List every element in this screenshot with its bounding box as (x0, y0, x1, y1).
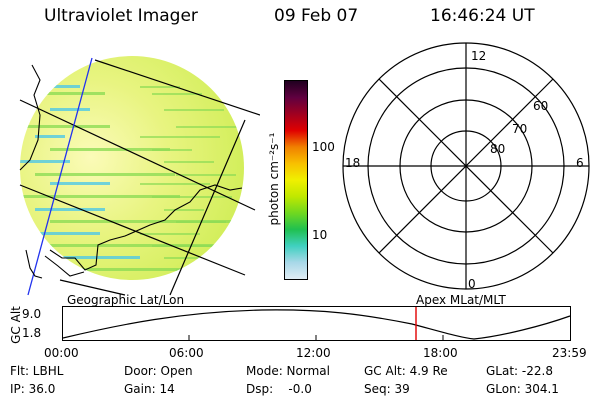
mlt-label-18: 18 (345, 156, 360, 170)
alt-ytick-1-8: 1.8 (22, 326, 42, 340)
mlat-label-80: 80 (490, 142, 505, 156)
scan-stripe (20, 232, 100, 235)
date-label: 09 Feb 07 (274, 6, 359, 26)
scan-stripe (20, 195, 180, 198)
scan-stripe (35, 244, 244, 247)
scan-stripe (35, 173, 175, 176)
polar-panel-label: Apex MLat/MLT (416, 293, 506, 307)
scan-stripe (176, 269, 216, 271)
ip-label: IP: 36.0 (10, 382, 56, 396)
glon-label: GLon: 304.1 (486, 382, 559, 396)
scan-stripe (164, 209, 204, 211)
scan-stripe (20, 85, 80, 88)
scan-stripe (140, 86, 180, 88)
alt-xtick-2359: 23:59 (552, 346, 587, 360)
colorbar-unit-label: photon cm⁻²s⁻¹ (267, 132, 281, 226)
coastline (19, 64, 243, 277)
mlat-label-60: 60 (533, 99, 548, 113)
uv-image (19, 56, 260, 296)
alt-xtick-1800: 18:00 (423, 346, 458, 360)
colorbar (284, 80, 308, 280)
flt-label: Flt: LBHL (10, 364, 64, 378)
scan-stripe (176, 174, 236, 176)
gain-label: Gain: 14 (124, 382, 175, 396)
scan-stripe (140, 183, 210, 185)
scan-stripe (50, 108, 90, 111)
altitude-curve (62, 309, 571, 340)
glat-label: GLat: -22.8 (486, 364, 553, 378)
scan-stripe (20, 160, 70, 163)
time-label: 16:46:24 UT (430, 6, 535, 26)
scan-stripe (152, 196, 232, 198)
scan-stripe (140, 136, 220, 138)
alt-ylabel: GC Alt (9, 306, 23, 344)
geo-grid (19, 59, 260, 296)
scan-stripe (35, 92, 105, 95)
alt-xtick-0600: 06:00 (169, 346, 204, 360)
seq-label: Seq: 39 (364, 382, 410, 396)
scan-stripe (50, 220, 244, 223)
geo-panel-label: Geographic Lat/Lon (67, 293, 185, 307)
alt-ytick-9: 9.0 (22, 307, 42, 321)
polar-plot: 12 18 6 0 60 70 80 (342, 42, 590, 291)
colorbar-tick-100: 100 (312, 140, 335, 154)
mlt-diag-2 (378, 78, 554, 254)
scan-stripe (176, 126, 244, 128)
scan-stripe (35, 208, 105, 211)
scan-stripe (50, 148, 170, 151)
scan-stripe (152, 93, 202, 95)
altitude-plot (62, 306, 571, 341)
scan-stripe (50, 182, 110, 185)
scan-stripe (20, 268, 244, 271)
colorbar-tick-10: 10 (312, 228, 328, 242)
mode-label: Mode: Normal (246, 364, 330, 378)
terminator-line (27, 57, 93, 296)
instrument-title: Ultraviolet Imager (44, 6, 198, 26)
alt-xtick-0000: 00:00 (44, 346, 79, 360)
scan-stripe (140, 233, 200, 235)
scan-stripe (164, 109, 224, 111)
door-label: Door: Open (124, 364, 193, 378)
mlt-label-0: 0 (468, 277, 476, 291)
scan-stripe (50, 256, 140, 259)
scan-stripe (164, 161, 214, 163)
gc-alt-label: GC Alt: 4.9 Re (364, 364, 448, 378)
scan-stripe (20, 125, 110, 128)
mlat-label-70: 70 (512, 122, 527, 136)
scan-stripe (35, 135, 65, 138)
scan-stripe (152, 149, 192, 151)
scan-stripe (152, 245, 222, 247)
mlt-label-6: 6 (576, 156, 584, 170)
dsp-label: Dsp: -0.0 (246, 382, 312, 396)
alt-xtick-1200: 12:00 (296, 346, 331, 360)
mlt-label-12: 12 (471, 49, 486, 63)
